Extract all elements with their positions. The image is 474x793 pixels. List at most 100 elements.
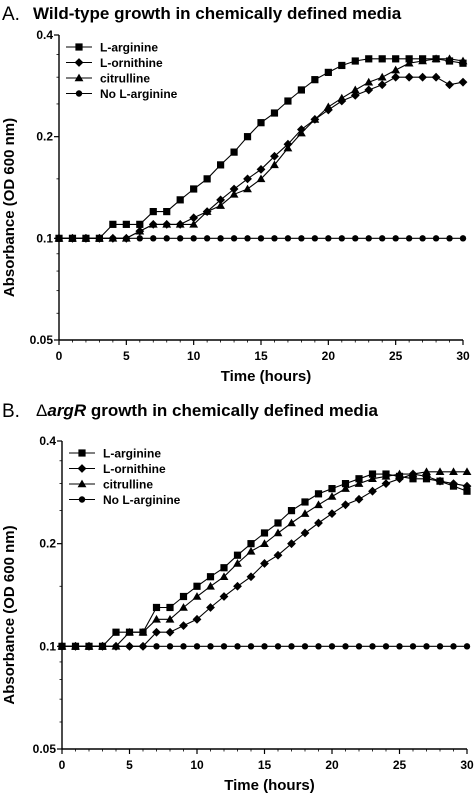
legend-label: citrulline [100,72,150,86]
data-point [325,235,332,242]
data-point [327,492,337,500]
x-tick-label: 10 [187,349,201,363]
data-point [176,196,184,204]
data-point [458,56,468,65]
data-point [189,219,199,228]
data-point [243,184,252,193]
x-tick-label: 30 [460,758,474,772]
data-point [462,467,472,476]
data-point [301,498,309,506]
data-point [179,603,188,611]
data-point [324,68,332,76]
data-point [377,80,387,90]
data-point [287,518,296,527]
data-point [230,235,238,242]
data-point [355,475,363,483]
data-point [270,109,279,117]
data-point [354,479,364,487]
data-point [246,572,256,582]
data-point [408,469,418,478]
data-point [365,55,373,63]
data-point [355,643,363,650]
data-point [314,490,323,498]
x-tick-label: 25 [389,349,403,363]
data-point [243,174,252,184]
data-point [341,484,350,492]
data-point [112,628,120,636]
data-point [338,235,345,242]
data-point [152,627,161,637]
legend-marker [75,43,83,51]
data-point [220,643,228,650]
data-point [300,528,310,538]
data-point [82,235,90,242]
data-point [423,643,430,650]
series-no-l-arginine [55,235,467,242]
data-point [445,54,454,63]
data-point [55,235,63,242]
data-point [148,219,158,228]
data-point [431,72,441,82]
data-point [109,220,117,228]
data-point [233,581,242,591]
data-point [435,476,445,486]
data-point [284,97,292,105]
data-point [153,643,160,650]
x-tick-label: 15 [258,758,272,772]
legend-entry: No L-arginine [69,493,181,507]
data-point [219,592,229,601]
chart-panel-b: B. ΔargR growth in chemically defined med… [1,401,474,793]
data-point [382,643,390,650]
data-point [463,643,471,650]
x-tick-label: 25 [393,758,407,772]
data-point [234,643,241,650]
y-axis-label: Absorbance (OD 600 nm) [1,118,18,297]
y-tick-label: 0.05 [30,333,54,347]
data-point [243,133,252,141]
data-point [257,235,265,242]
data-point [297,128,306,137]
data-point [409,643,417,650]
data-point [193,643,201,650]
chart-panel-a: A. Wild-type growth in chemically defined… [1,4,470,385]
data-point [192,592,202,600]
data-point [463,487,471,495]
data-point [85,643,93,650]
data-point [220,564,228,572]
data-point [314,518,323,528]
legend-entry: citrulline [66,72,150,86]
data-point [341,500,350,510]
data-point [230,148,238,156]
legend-entry: L-arginine [66,41,158,55]
data-point [284,235,292,242]
data-point [328,643,336,650]
y-tick-label: 0.1 [36,231,53,245]
data-point [152,614,161,623]
x-tick-label: 0 [59,758,66,772]
data-point [422,467,431,476]
data-point [206,573,215,581]
data-point [203,175,211,183]
data-point [354,494,364,504]
data-point [149,207,157,216]
legend-entry: L-ornithine [69,462,166,476]
data-point [446,235,453,242]
data-point [368,486,377,496]
data-point [419,235,426,242]
data-point [337,93,347,102]
data-point [270,160,279,169]
panel-label: B. [2,401,20,422]
data-point [364,77,374,86]
data-point [381,471,391,480]
data-point [311,235,319,242]
data-point [138,627,148,636]
data-point [352,235,359,242]
data-point [166,643,174,650]
data-point [217,235,224,242]
data-point [273,528,283,537]
data-point [287,507,296,515]
chart-title: ΔargR growth in chemically defined media [36,401,379,420]
data-point [368,474,377,483]
